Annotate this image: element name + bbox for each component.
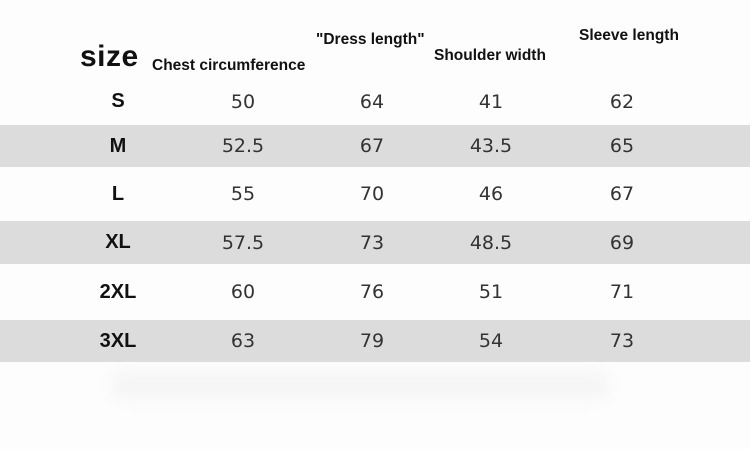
sleeve-cell: 71	[609, 281, 635, 303]
header-dress-length: "Dress length"	[316, 31, 425, 48]
size-cell: S	[111, 90, 125, 112]
table-row: 3XL 63 79 54 73	[0, 320, 750, 362]
size-cell: 3XL	[99, 329, 137, 352]
shoulder-cell: 48.5	[469, 231, 513, 254]
table-row: XL 57.5 73 48.5 69	[0, 221, 750, 264]
chest-cell: 52.5	[221, 135, 265, 157]
length-cell: 73	[359, 231, 385, 254]
table-row: 2XL 60 76 51 71	[0, 264, 750, 320]
length-cell: 64	[359, 90, 385, 113]
size-cell: 2XL	[99, 280, 137, 303]
length-cell: 67	[359, 135, 385, 157]
header-row: size Chest circumference "Dress length" …	[0, 0, 750, 78]
size-cell: M	[109, 134, 127, 157]
length-cell: 70	[359, 183, 385, 205]
size-cell: XL	[105, 231, 131, 253]
table-row: M 52.5 67 43.5 65	[0, 125, 750, 167]
chest-cell: 55	[230, 183, 256, 205]
chest-cell: 57.5	[221, 231, 265, 254]
header-chest-circumference: Chest circumference	[152, 57, 306, 74]
length-cell: 76	[359, 281, 385, 303]
shoulder-cell: 41	[478, 90, 504, 113]
shoulder-cell: 46	[478, 183, 504, 205]
header-sleeve-length: Sleeve length	[579, 27, 679, 44]
table-body: S 50 64 41 62 M 52.5 67 43.5 65 L 55 70 …	[0, 78, 750, 362]
sleeve-cell: 62	[609, 90, 635, 113]
chest-cell: 50	[230, 90, 256, 113]
shoulder-cell: 51	[478, 281, 504, 303]
chest-cell: 63	[230, 330, 256, 352]
header-size: size	[80, 40, 139, 73]
sleeve-cell: 73	[609, 330, 635, 352]
table-row: L 55 70 46 67	[0, 167, 750, 221]
shoulder-cell: 54	[478, 330, 504, 352]
blurred-footer-area	[110, 370, 610, 400]
table-row: S 50 64 41 62	[0, 78, 750, 125]
header-shoulder-width: Shoulder width	[434, 47, 546, 64]
chest-cell: 60	[230, 281, 256, 303]
length-cell: 79	[359, 330, 385, 352]
size-cell: L	[111, 182, 125, 205]
sleeve-cell: 69	[609, 231, 635, 254]
sleeve-cell: 65	[609, 135, 635, 157]
shoulder-cell: 43.5	[469, 135, 513, 157]
sleeve-cell: 67	[609, 183, 635, 205]
